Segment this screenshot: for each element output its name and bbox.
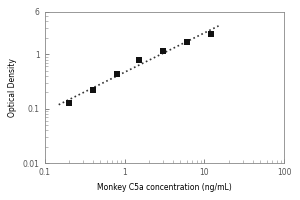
Y-axis label: Optical Density: Optical Density xyxy=(8,58,17,117)
X-axis label: Monkey C5a concentration (ng/mL): Monkey C5a concentration (ng/mL) xyxy=(97,183,232,192)
